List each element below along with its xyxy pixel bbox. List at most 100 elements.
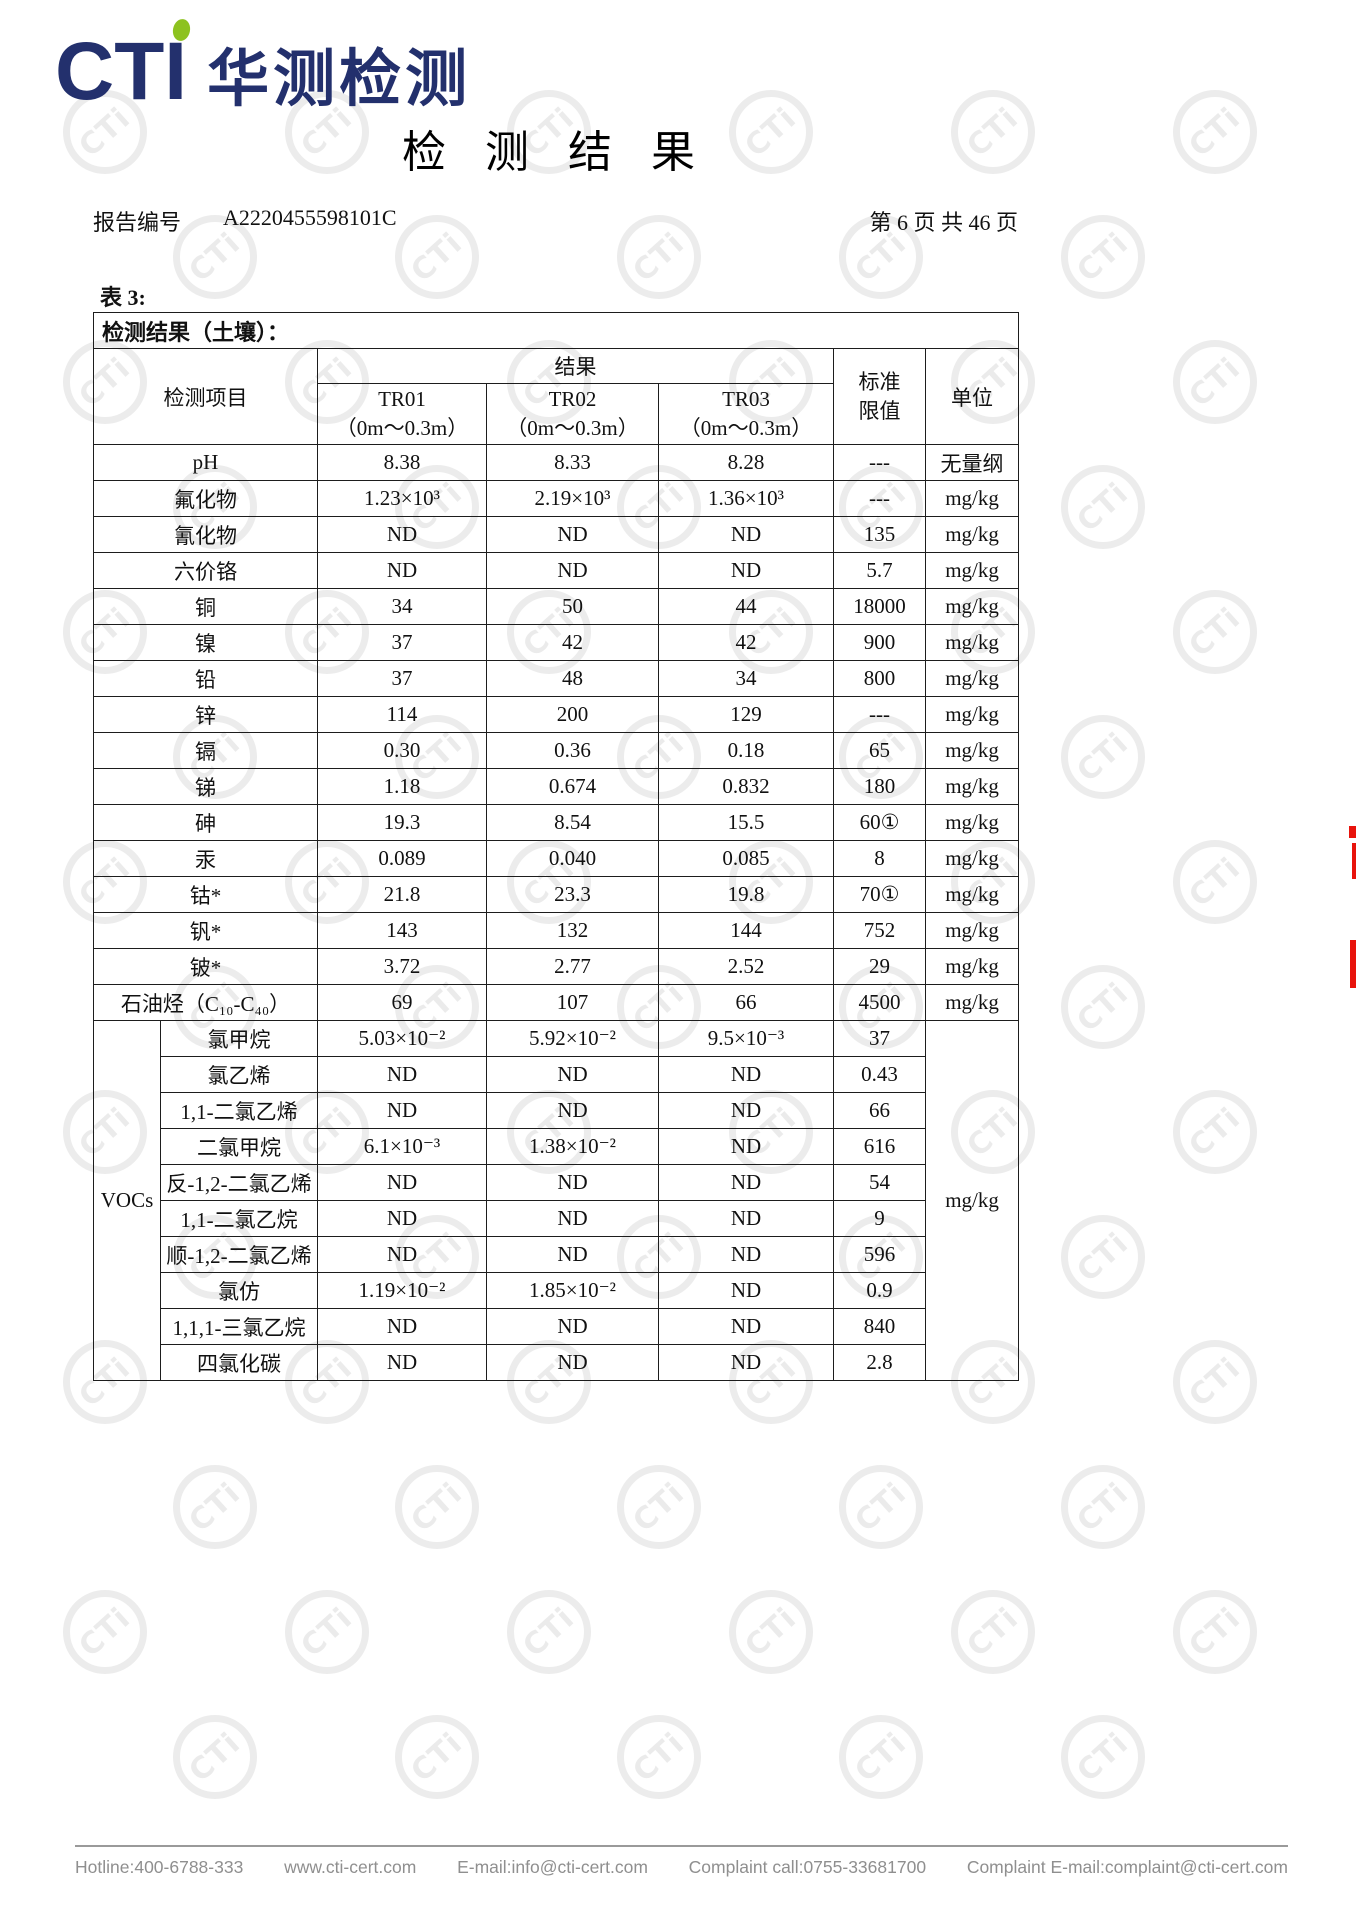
cell-result-tr02: 1.38×10⁻²: [486, 1128, 659, 1165]
cell-result-tr01: ND: [317, 552, 487, 589]
table-row-voc: VOCs 氯甲烷 5.03×10⁻² 5.92×10⁻² 9.5×10⁻³ 37 mg/kg: [93, 1020, 1020, 1381]
cell-result-tr01: ND: [317, 1056, 487, 1093]
cell-item: 石油烃（C₁₀-C₄₀）: [93, 984, 318, 1021]
cti-watermark: CTi: [173, 1465, 257, 1549]
cell-result-tr02: 42: [486, 624, 659, 661]
red-annotation-mark: [1349, 826, 1356, 838]
cti-watermark: CTi: [173, 215, 257, 299]
red-annotation-mark: [1352, 843, 1356, 879]
cti-watermark: CTi: [1173, 590, 1257, 674]
cti-watermark-text: CTi: [1182, 600, 1248, 664]
sample-depth: （0m～0.3m）: [679, 416, 813, 440]
col-header-result: 结果: [317, 348, 834, 384]
col-header-unit: 单位: [924, 348, 1020, 445]
cell-result-tr01: 21.8: [317, 876, 487, 913]
footer-contact-item: Hotline:400-6788-333: [75, 1857, 244, 1877]
table-row-voc: 反-1,2-二氯乙烯 ND ND ND 54: [94, 1164, 1019, 1201]
cti-watermark: CTi: [1173, 340, 1257, 424]
cell-limit: 18000: [833, 588, 926, 625]
cell-limit: 9: [833, 1200, 926, 1237]
cell-unit: mg/kg: [924, 624, 1020, 661]
cell-result-tr01: 3.72: [317, 948, 487, 985]
cell-unit: mg/kg: [924, 948, 1020, 985]
table-row: 石油烃（C₁₀-C₄₀） 69 107 66 4500 mg/kg: [93, 984, 1020, 1021]
cell-item: 顺-1,2-二氯乙烯: [160, 1236, 318, 1273]
cell-item: 铍*: [93, 948, 318, 985]
cti-watermark: CTi: [1173, 1090, 1257, 1174]
cti-watermark-text: CTi: [1182, 1600, 1248, 1664]
cti-watermark-text: CTi: [848, 1475, 914, 1539]
cell-item: 锑: [93, 768, 318, 805]
cell-result-tr03: ND: [658, 516, 834, 553]
cell-limit: 4500: [833, 984, 926, 1021]
cell-result-tr02: 5.92×10⁻²: [486, 1020, 659, 1057]
cell-item: pH: [93, 444, 318, 481]
cell-unit: mg/kg: [924, 804, 1020, 841]
cell-unit: mg/kg: [924, 876, 1020, 913]
cell-result-tr03: 2.52: [658, 948, 834, 985]
cell-result-tr03: 42: [658, 624, 834, 661]
cell-result-tr02: ND: [486, 1308, 659, 1345]
cell-limit: 5.7: [833, 552, 926, 589]
cell-limit: 616: [833, 1128, 926, 1165]
cti-watermark: CTi: [507, 90, 591, 174]
cti-watermark-text: CTi: [294, 1600, 360, 1664]
cti-watermark: CTi: [395, 1715, 479, 1799]
table-row-voc: 四氯化碳 ND ND ND 2.8: [94, 1344, 1019, 1381]
cell-result-tr01: 1.23×10³: [317, 480, 487, 517]
cell-result-tr01: 8.38: [317, 444, 487, 481]
col-header-tr03: TR03 （0m～0.3m）: [658, 383, 834, 445]
cell-result-tr03: 0.18: [658, 732, 834, 769]
cell-result-tr03: ND: [658, 1236, 834, 1273]
table-sample-header-row: TR01 （0m～0.3m） TR02 （0m～0.3m） TR03 （0m～0…: [94, 383, 1019, 445]
table-row: pH 8.38 8.33 8.28 --- 无量纲: [93, 444, 1020, 481]
cell-result-tr01: 1.18: [317, 768, 487, 805]
cell-item: 二氯甲烷: [160, 1128, 318, 1165]
footer-contact-item: Complaint E-mail:complaint@cti-cert.com: [966, 1857, 1288, 1877]
report-no-label: 报告编号: [93, 210, 182, 235]
cell-result-tr02: ND: [486, 552, 659, 589]
cell-limit: 54: [833, 1164, 926, 1201]
table-row-voc: 1,1-二氯乙烯 ND ND ND 66: [94, 1092, 1019, 1129]
footer-contact-bar: Hotline:400-6788-333 www.cti-cert.com E-ma…: [75, 1845, 1288, 1878]
cell-limit: 800: [833, 660, 926, 697]
cti-watermark-text: CTi: [404, 1475, 470, 1539]
cell-item: 1,1-二氯乙烯: [160, 1092, 318, 1129]
cell-limit: 70①: [833, 876, 926, 913]
cti-watermark: CTi: [1061, 1715, 1145, 1799]
cti-watermark: CTi: [1061, 1215, 1145, 1299]
table-row-voc: 1,1,1-三氯乙烷 ND ND ND 840: [94, 1308, 1019, 1345]
cti-watermark-text: CTi: [1070, 1225, 1136, 1289]
cti-watermark: CTi: [1173, 90, 1257, 174]
sample-id: TR01: [378, 386, 426, 411]
cti-watermark: CTi: [951, 90, 1035, 174]
cell-limit: 66: [833, 1092, 926, 1129]
cell-result-tr01: 37: [317, 660, 487, 697]
table-row-voc: 二氯甲烷 6.1×10⁻³ 1.38×10⁻² ND 616: [94, 1128, 1019, 1165]
cell-result-tr03: ND: [658, 1164, 834, 1201]
table-row: 锌 114 200 129 --- mg/kg: [93, 696, 1020, 733]
cell-limit: 752: [833, 912, 926, 949]
cell-limit: 2.8: [833, 1344, 926, 1381]
cell-result-tr02: ND: [486, 516, 659, 553]
cell-item: 镉: [93, 732, 318, 769]
cti-watermark-text: CTi: [626, 1725, 692, 1789]
cell-result-tr02: 1.85×10⁻²: [486, 1272, 659, 1309]
cell-unit: mg/kg: [924, 732, 1020, 769]
cti-watermark-text: CTi: [1182, 850, 1248, 914]
cti-watermark-text: CTi: [1070, 1725, 1136, 1789]
cti-watermark: CTi: [63, 1590, 147, 1674]
cell-result-tr02: 132: [486, 912, 659, 949]
cell-limit: 840: [833, 1308, 926, 1345]
table-row: 镍 37 42 42 900 mg/kg: [93, 624, 1020, 661]
cti-watermark-text: CTi: [182, 1475, 248, 1539]
cell-result-tr01: ND: [317, 1164, 487, 1201]
page-indicator: 第 6 页 共 46 页: [869, 210, 1018, 235]
cell-result-tr02: 2.19×10³: [486, 480, 659, 517]
cell-result-tr03: ND: [658, 1200, 834, 1237]
cell-result-tr01: ND: [317, 1236, 487, 1273]
cell-item: 六价铬: [93, 552, 318, 589]
cti-watermark: CTi: [951, 1590, 1035, 1674]
cell-unit: mg/kg: [924, 768, 1020, 805]
cell-result-tr03: 66: [658, 984, 834, 1021]
